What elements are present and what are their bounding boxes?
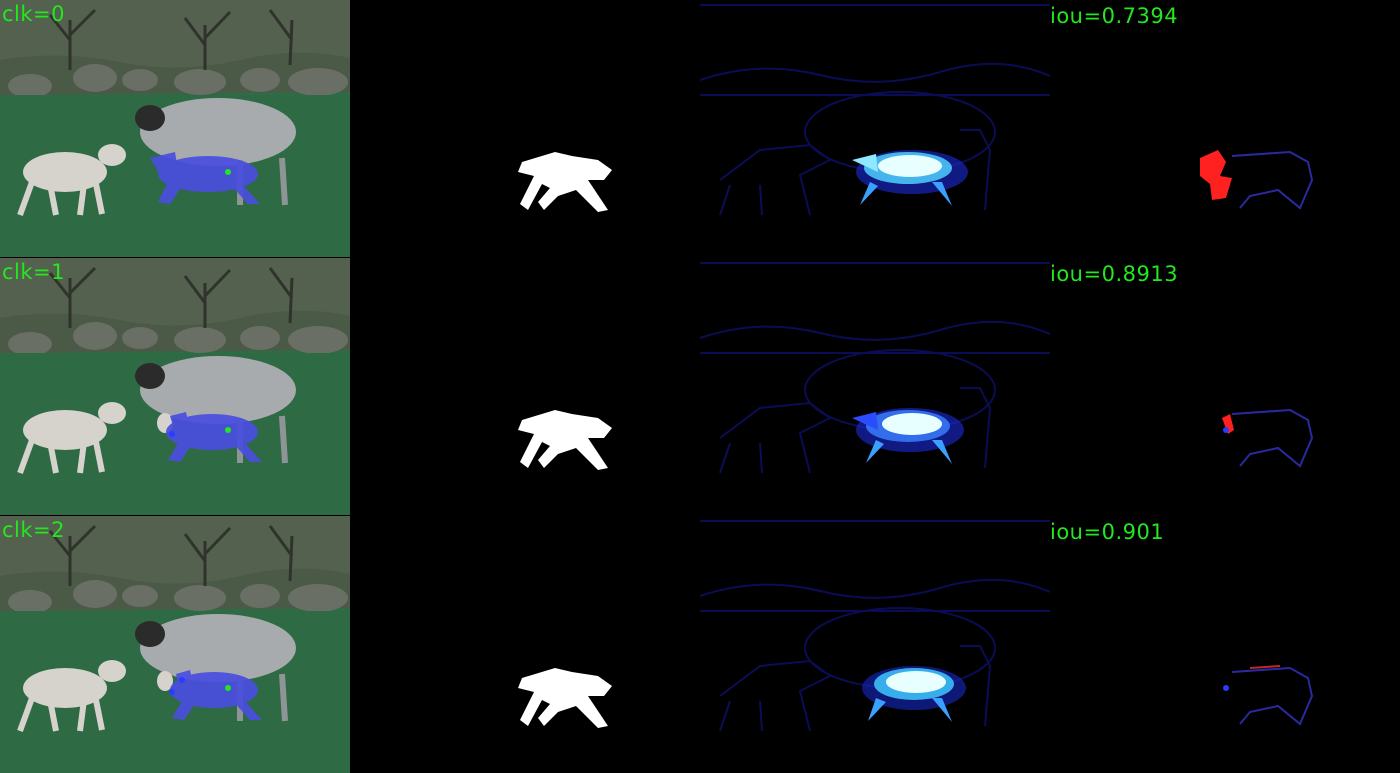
input-photo-with-overlay: clk=1 (0, 258, 350, 515)
error-map-illustration (1200, 150, 1314, 210)
heatmap-illustration (700, 516, 1050, 773)
negative-click-marker (179, 677, 185, 683)
ground-truth-mask (350, 258, 700, 515)
heatmap-illustration (700, 0, 1050, 257)
false-positive-region (1231, 408, 1314, 468)
error-map-illustration (1223, 665, 1314, 726)
positive-click-marker (225, 685, 231, 691)
result-row-2: clk=2 (0, 516, 1400, 773)
result-row-0: clk=0 (0, 0, 1400, 257)
predicted-mask-overlay (170, 670, 262, 720)
click-count-label: clk=0 (2, 2, 65, 26)
lamb-silhouette (518, 152, 612, 212)
sheep-photo-illustration (0, 516, 350, 773)
iou-score-label: iou=0.901 (1050, 520, 1165, 544)
positive-click-marker (225, 169, 231, 175)
lamb-silhouette (518, 668, 612, 728)
negative-click-marker (169, 689, 175, 695)
prediction-heatmap (700, 516, 1050, 773)
error-map-illustration (1222, 408, 1314, 468)
sheep-photo-illustration (0, 258, 350, 515)
false-negative-region (1249, 665, 1281, 669)
input-photo-with-overlay: clk=0 (0, 0, 350, 257)
input-photo-with-overlay: clk=2 (0, 516, 350, 773)
click-count-label: clk=2 (2, 518, 65, 542)
predicted-mask-overlay (150, 152, 260, 204)
error-map (1050, 516, 1400, 773)
prediction-heatmap (700, 258, 1050, 515)
predicted-mask-overlay (166, 412, 262, 462)
negative-click-marker (169, 431, 175, 437)
ground-truth-mask (350, 516, 700, 773)
prediction-heatmap (700, 0, 1050, 257)
ground-truth-mask (350, 0, 700, 257)
sheep-photo-illustration (0, 0, 350, 257)
iou-score-label: iou=0.8913 (1050, 262, 1179, 286)
false-positive-region (1231, 666, 1314, 726)
false-negative-region (1222, 414, 1234, 434)
error-map (1050, 0, 1400, 257)
positive-click-marker (225, 427, 231, 433)
result-row-1: clk=1 (0, 258, 1400, 515)
iou-score-label: iou=0.7394 (1050, 4, 1179, 28)
false-positive-region (1231, 150, 1314, 210)
false-negative-region (1200, 150, 1232, 200)
click-count-label: clk=1 (2, 260, 65, 284)
lamb-silhouette (518, 410, 612, 470)
error-map (1050, 258, 1400, 515)
heatmap-illustration (700, 258, 1050, 515)
